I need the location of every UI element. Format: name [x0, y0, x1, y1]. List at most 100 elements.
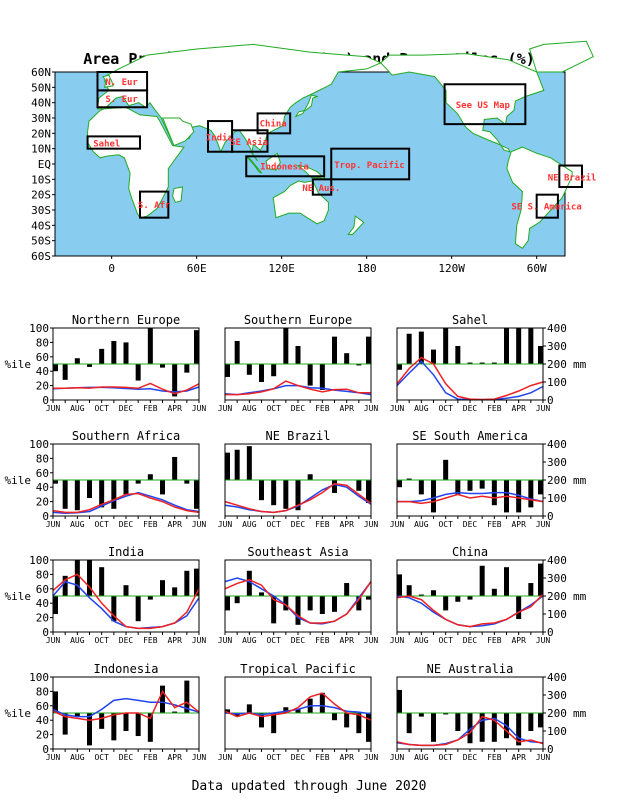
lat-tick-label-11: 50S — [31, 235, 51, 248]
x-tick-label: AUG — [414, 753, 429, 762]
percentile-bar — [455, 713, 461, 731]
x-tick-label: APR — [167, 520, 182, 529]
x-tick-label: FEB — [315, 520, 330, 529]
percentile-bar — [332, 596, 337, 612]
x-tick-label: OCT — [266, 636, 281, 645]
percentile-bar — [62, 713, 68, 735]
x-tick-label: JUN — [192, 520, 207, 529]
x-tick-label: JUN — [536, 753, 551, 762]
panel-title: Tropical Pacific — [240, 662, 356, 676]
percentile-bar — [538, 480, 543, 495]
x-tick-label: JUN — [390, 636, 405, 645]
percentile-bar — [431, 590, 436, 596]
percentile-bar — [184, 680, 190, 713]
percentile-bar — [184, 480, 190, 484]
left-tick-label: 80 — [36, 452, 49, 465]
series-line-red — [224, 579, 372, 624]
x-tick-label: AUG — [70, 404, 85, 413]
percentile-bar — [319, 596, 325, 614]
left-tick-label: 40 — [36, 365, 49, 378]
region-label-3: S. Afr — [138, 201, 171, 211]
percentile-bar — [172, 456, 178, 480]
region-label-1: S. Eur — [105, 95, 138, 105]
x-tick-label: JUN — [536, 520, 551, 529]
right-axis-label: mm — [573, 590, 587, 603]
percentile-bar — [234, 596, 240, 604]
percentile-bar — [147, 474, 153, 480]
region-label-8: Trop. Pacific — [334, 160, 404, 171]
x-tick-label: DEC — [119, 520, 134, 529]
percentile-bar — [295, 480, 301, 511]
left-axis-label: %ile — [5, 358, 32, 371]
panel-title: India — [108, 545, 144, 559]
x-tick-label: FEB — [487, 404, 502, 413]
panel-southern-europe: Southern Europe JUN AUG OCT DEC FEB APR JUN — [218, 313, 379, 413]
lat-tick-label-6: EQ — [38, 158, 51, 171]
right-tick-label: 300 — [547, 689, 567, 702]
right-tick-label: 0 — [547, 743, 554, 756]
x-tick-label: OCT — [438, 636, 453, 645]
region-label-12: SE S. America — [511, 201, 581, 212]
percentile-bar — [194, 480, 199, 509]
x-tick-label: JUN — [364, 404, 379, 413]
percentile-bar — [87, 364, 92, 367]
percentile-bar — [307, 474, 313, 480]
percentile-bar — [397, 574, 402, 596]
percentile-bar — [135, 480, 141, 484]
x-tick-label: DEC — [119, 404, 134, 413]
x-tick-label: JUN — [364, 636, 379, 645]
percentile-bar — [295, 709, 301, 713]
percentile-bar — [418, 480, 424, 495]
left-tick-label: 0 — [42, 510, 49, 523]
percentile-bar — [295, 596, 301, 625]
percentile-bar — [491, 362, 497, 364]
percentile-bar — [491, 588, 497, 596]
percentile-bar — [397, 689, 402, 713]
x-tick-label: APR — [511, 753, 526, 762]
region-label-4: India — [206, 132, 233, 143]
percentile-bar — [123, 342, 129, 364]
percentile-bar — [443, 459, 449, 480]
x-tick-label: OCT — [266, 753, 281, 762]
percentile-bar — [528, 583, 534, 596]
percentile-bar — [418, 713, 424, 717]
land-south-america — [506, 146, 573, 249]
right-tick-label: 0 — [547, 394, 554, 407]
percentile-bar — [53, 480, 58, 484]
x-tick-label: APR — [339, 636, 354, 645]
lat-tick-label-2: 40N — [31, 97, 51, 110]
percentile-bar — [74, 560, 80, 596]
percentile-bar — [295, 346, 301, 364]
panel-title: SE South America — [412, 429, 528, 443]
percentile-bar — [160, 580, 165, 596]
x-tick-label: AUG — [242, 520, 257, 529]
percentile-bar — [467, 480, 473, 491]
percentile-bar — [246, 570, 252, 596]
percentile-bar — [431, 480, 436, 513]
right-tick-label: 100 — [547, 725, 567, 738]
percentile-bar — [135, 713, 141, 737]
x-tick-label: DEC — [291, 636, 306, 645]
percentile-bar — [160, 480, 165, 495]
x-tick-label: APR — [167, 636, 182, 645]
x-tick-label: FEB — [487, 753, 502, 762]
left-axis-label: %ile — [5, 590, 32, 603]
right-tick-label: 300 — [547, 456, 567, 469]
x-tick-label: FEB — [143, 636, 158, 645]
x-tick-label: OCT — [266, 404, 281, 413]
series-line-red — [52, 689, 200, 721]
x-tick-label: JUN — [192, 404, 207, 413]
percentile-bar — [344, 353, 350, 364]
x-tick-label: JUN — [364, 520, 379, 529]
left-axis-label: %ile — [5, 707, 32, 720]
region-label-7: Indonesia — [260, 162, 309, 173]
percentile-bar — [443, 328, 449, 364]
region-label-2: Sahel — [93, 140, 120, 150]
x-tick-label: APR — [339, 520, 354, 529]
left-tick-label: 60 — [36, 583, 49, 596]
percentile-bar — [53, 596, 58, 614]
